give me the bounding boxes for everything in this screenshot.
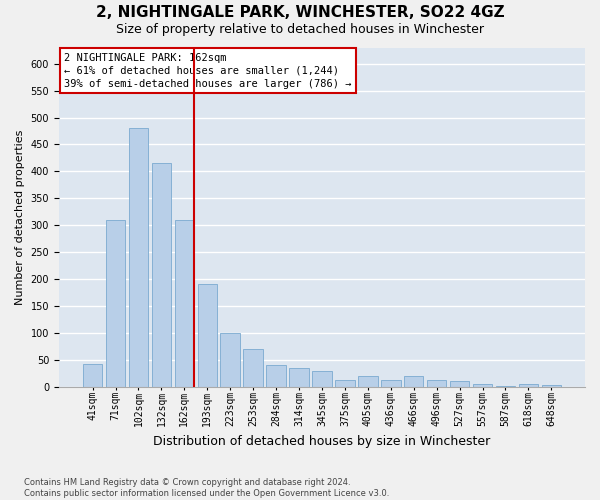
Bar — [427, 380, 446, 387]
Bar — [128, 128, 148, 387]
Bar — [381, 380, 401, 387]
Bar — [518, 384, 538, 387]
X-axis label: Distribution of detached houses by size in Winchester: Distribution of detached houses by size … — [154, 434, 491, 448]
Text: 2 NIGHTINGALE PARK: 162sqm
← 61% of detached houses are smaller (1,244)
39% of s: 2 NIGHTINGALE PARK: 162sqm ← 61% of deta… — [64, 52, 352, 89]
Bar — [244, 349, 263, 387]
Bar — [289, 368, 309, 387]
Bar — [404, 376, 424, 387]
Bar — [106, 220, 125, 387]
Bar — [220, 333, 240, 387]
Bar — [83, 364, 103, 387]
Bar — [542, 385, 561, 387]
Bar — [266, 365, 286, 387]
Bar — [473, 384, 492, 387]
Bar — [152, 164, 171, 387]
Bar — [496, 386, 515, 387]
Text: Contains HM Land Registry data © Crown copyright and database right 2024.
Contai: Contains HM Land Registry data © Crown c… — [24, 478, 389, 498]
Bar — [450, 382, 469, 387]
Bar — [335, 380, 355, 387]
Y-axis label: Number of detached properties: Number of detached properties — [15, 130, 25, 305]
Text: 2, NIGHTINGALE PARK, WINCHESTER, SO22 4GZ: 2, NIGHTINGALE PARK, WINCHESTER, SO22 4G… — [95, 5, 505, 20]
Bar — [358, 376, 377, 387]
Text: Size of property relative to detached houses in Winchester: Size of property relative to detached ho… — [116, 22, 484, 36]
Bar — [197, 284, 217, 387]
Bar — [175, 220, 194, 387]
Bar — [312, 370, 332, 387]
